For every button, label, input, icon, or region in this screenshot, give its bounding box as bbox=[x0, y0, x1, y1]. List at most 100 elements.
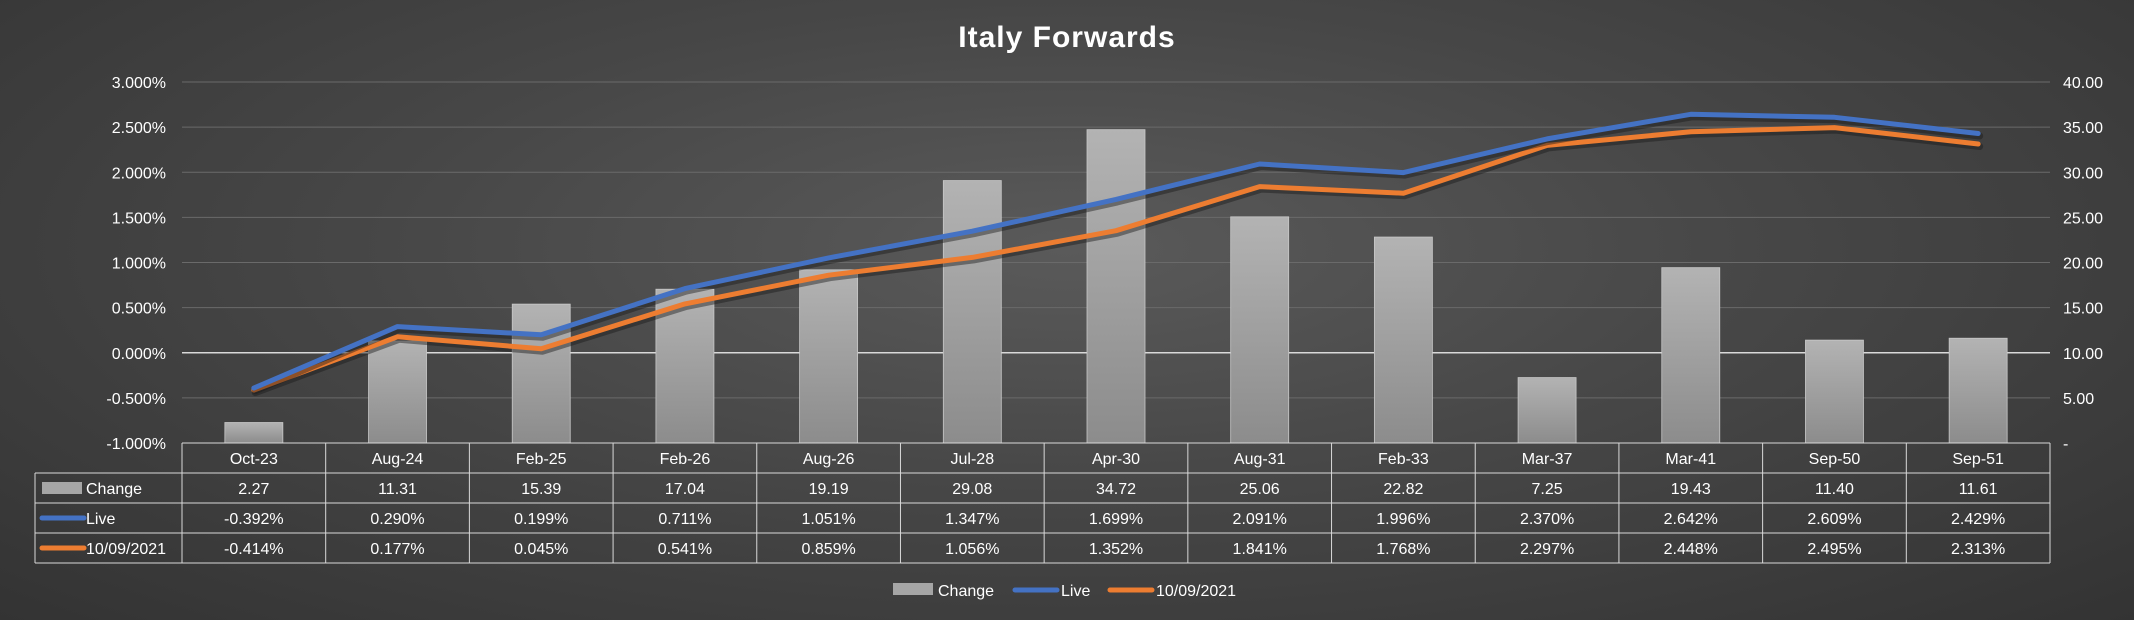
bar-series bbox=[224, 129, 2008, 444]
table-cell: -0.392% bbox=[224, 511, 284, 528]
left-tick-label: 2.500% bbox=[112, 120, 166, 137]
bar bbox=[799, 269, 859, 444]
table-cell: 0.859% bbox=[801, 541, 855, 558]
table-cell: 34.72 bbox=[1096, 481, 1136, 498]
category-label: Aug-31 bbox=[1234, 451, 1286, 468]
table-cell: 7.25 bbox=[1532, 481, 1563, 498]
table-cell: 11.61 bbox=[1959, 481, 1998, 498]
table-cell: 19.19 bbox=[809, 481, 849, 498]
bar bbox=[1948, 337, 2008, 444]
table-cell: 2.642% bbox=[1664, 511, 1718, 528]
table-series-name: Live bbox=[86, 511, 115, 528]
table-cell: 25.06 bbox=[1240, 481, 1280, 498]
table-series-name: 10/09/2021 bbox=[86, 541, 166, 558]
bar bbox=[1805, 339, 1864, 444]
legend-label: Live bbox=[1061, 583, 1090, 600]
category-label: Mar-41 bbox=[1665, 451, 1716, 468]
left-tick-label: 1.500% bbox=[112, 210, 166, 227]
table-cell: 1.051% bbox=[801, 511, 855, 528]
table-cell: 1.841% bbox=[1233, 541, 1287, 558]
left-tick-label: 1.000% bbox=[112, 256, 166, 273]
category-label: Feb-25 bbox=[516, 451, 567, 468]
left-tick-label: 2.000% bbox=[112, 165, 166, 182]
table-cell: 2.495% bbox=[1807, 541, 1861, 558]
data-table: Oct-23 Aug-24 Feb-25 Feb-26 Aug-26 Jul-28 Apr-… bbox=[34, 442, 2051, 564]
right-tick-label: - bbox=[2063, 436, 2068, 453]
category-label: Feb-33 bbox=[1378, 451, 1429, 468]
category-label: Jul-28 bbox=[951, 451, 995, 468]
bar bbox=[655, 288, 715, 444]
bar bbox=[511, 303, 571, 444]
bar bbox=[1230, 216, 1290, 444]
table-cell: 2.27 bbox=[238, 481, 269, 498]
left-axis: -1.000% -0.500% 0.000% 0.500% 1.000% 1.500% 2.… bbox=[106, 75, 166, 453]
chart-title: Italy Forwards bbox=[958, 21, 1175, 54]
bar bbox=[1086, 129, 1146, 444]
table-cell: 2.091% bbox=[1233, 511, 1287, 528]
table-cell: 1.768% bbox=[1376, 541, 1430, 558]
series-line bbox=[251, 125, 1981, 393]
right-tick-label: 30.00 bbox=[2063, 165, 2103, 182]
bar bbox=[224, 422, 284, 444]
table-cell: 0.045% bbox=[514, 541, 568, 558]
left-tick-label: 0.500% bbox=[112, 301, 166, 318]
table-cell: 17.04 bbox=[665, 481, 705, 498]
right-tick-label: 35.00 bbox=[2063, 120, 2103, 137]
table-cell: 1.352% bbox=[1089, 541, 1143, 558]
category-label: Apr-30 bbox=[1092, 451, 1140, 468]
right-tick-label: 20.00 bbox=[2063, 256, 2103, 273]
left-tick-label: -1.000% bbox=[106, 436, 166, 453]
table-cell: 2.609% bbox=[1807, 511, 1861, 528]
category-label: Sep-50 bbox=[1809, 451, 1861, 468]
table-cell: -0.414% bbox=[224, 541, 284, 558]
bar bbox=[368, 340, 427, 444]
table-cell: 0.199% bbox=[514, 511, 568, 528]
category-label: Aug-26 bbox=[803, 451, 855, 468]
right-axis: - 5.00 10.00 15.00 20.00 25.00 30.00 35.00 40.00 bbox=[2063, 75, 2103, 453]
table-cell: 1.347% bbox=[945, 511, 999, 528]
table-cell: 15.39 bbox=[521, 481, 561, 498]
right-tick-label: 25.00 bbox=[2063, 210, 2103, 227]
right-tick-label: 5.00 bbox=[2063, 391, 2094, 408]
bar bbox=[1373, 236, 1433, 444]
legend-label: Change bbox=[938, 583, 994, 600]
right-tick-label: 10.00 bbox=[2063, 346, 2103, 363]
category-label: Oct-23 bbox=[230, 451, 278, 468]
table-cell: 2.370% bbox=[1520, 511, 1574, 528]
legend: Change Live 10/09/2021 bbox=[893, 583, 1236, 600]
table-cell: 11.31 bbox=[378, 481, 417, 498]
category-label: Aug-24 bbox=[372, 451, 424, 468]
table-cell: 2.429% bbox=[1951, 511, 2005, 528]
right-tick-label: 15.00 bbox=[2063, 301, 2103, 318]
table-cell: 1.699% bbox=[1089, 511, 1143, 528]
table-cell: 22.82 bbox=[1383, 481, 1423, 498]
table-series-name: Change bbox=[86, 481, 142, 498]
line-series bbox=[251, 111, 1984, 397]
left-tick-label: 0.000% bbox=[112, 346, 166, 363]
category-label: Sep-51 bbox=[1952, 451, 2004, 468]
table-cell: 2.448% bbox=[1664, 541, 1718, 558]
table-cell: 19.43 bbox=[1671, 481, 1711, 498]
table-cell: 1.996% bbox=[1376, 511, 1430, 528]
table-cell: 2.313% bbox=[1951, 541, 2005, 558]
table-cell: 0.290% bbox=[370, 511, 424, 528]
legend-key-bar bbox=[893, 583, 933, 595]
bar bbox=[1517, 377, 1577, 444]
table-legend-key-bar bbox=[42, 482, 82, 494]
table-cell: 29.08 bbox=[952, 481, 992, 498]
legend-label: 10/09/2021 bbox=[1156, 583, 1236, 600]
table-cell: 2.297% bbox=[1520, 541, 1574, 558]
series-line bbox=[251, 111, 1981, 391]
table-cell: 0.177% bbox=[370, 541, 424, 558]
table-cell: 1.056% bbox=[945, 541, 999, 558]
line-shadow bbox=[251, 126, 1984, 397]
table-cell: 0.541% bbox=[658, 541, 712, 558]
bar bbox=[1661, 267, 1721, 444]
left-tick-label: -0.500% bbox=[106, 391, 166, 408]
bar bbox=[942, 180, 1002, 444]
category-label: Feb-26 bbox=[660, 451, 711, 468]
left-tick-label: 3.000% bbox=[112, 75, 166, 92]
category-label: Mar-37 bbox=[1522, 451, 1573, 468]
right-tick-label: 40.00 bbox=[2063, 75, 2103, 92]
